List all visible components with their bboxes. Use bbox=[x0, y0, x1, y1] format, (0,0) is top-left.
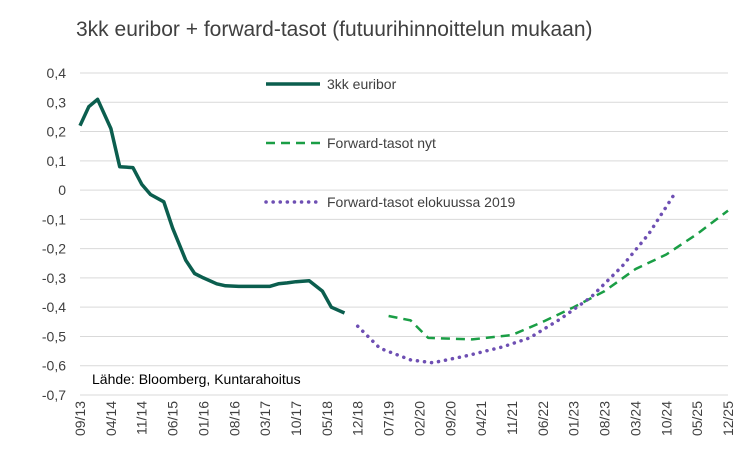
series-line-forward-now bbox=[388, 209, 729, 341]
x-tick-label: 10/17 bbox=[288, 401, 304, 436]
x-tick-label: 05/18 bbox=[319, 401, 335, 436]
x-tick-label: 09/13 bbox=[72, 401, 88, 436]
legend-label: Forward-tasot nyt bbox=[327, 135, 436, 151]
x-axis: 09/13 04/14 11/14 06/15 01/16 08/16 03/17 10/17… bbox=[72, 401, 736, 436]
x-tick-label: 09/20 bbox=[442, 401, 458, 436]
legend: 3kk euribor Forward-tasot nyt Forward-taso… bbox=[264, 76, 516, 210]
x-tick-label: 08/16 bbox=[226, 401, 242, 436]
x-tick-label: 02/20 bbox=[411, 401, 427, 436]
x-tick-label: 11/21 bbox=[504, 401, 520, 435]
x-tick-label: 12/18 bbox=[350, 401, 366, 436]
x-tick-label: 01/16 bbox=[195, 401, 211, 436]
x-tick-label: 05/25 bbox=[689, 401, 705, 436]
y-tick-label: 0,1 bbox=[47, 153, 67, 169]
source-label: Lähde: Bloomberg, Kuntarahoitus bbox=[92, 371, 301, 387]
series-line-forward-aug-2019 bbox=[355, 191, 677, 365]
legend-label: Forward-tasot elokuussa 2019 bbox=[327, 194, 516, 210]
gridlines bbox=[80, 72, 728, 396]
y-tick-label: -0,6 bbox=[42, 358, 66, 374]
x-tick-label: 07/19 bbox=[381, 401, 397, 436]
x-tick-label: 11/14 bbox=[134, 401, 150, 435]
x-tick-label: 04/14 bbox=[103, 401, 119, 436]
y-tick-label: 0,4 bbox=[47, 65, 67, 81]
y-tick-label: -0,3 bbox=[42, 270, 66, 286]
data-series bbox=[78, 97, 729, 365]
y-tick-label: -0,2 bbox=[42, 241, 66, 257]
y-tick-label: -0,4 bbox=[42, 299, 66, 315]
x-tick-label: 03/17 bbox=[257, 401, 273, 436]
x-tick-label: 12/25 bbox=[720, 401, 736, 436]
y-tick-label: -0,7 bbox=[42, 387, 66, 403]
x-tick-label: 10/24 bbox=[658, 401, 674, 436]
y-tick-label: -0,1 bbox=[42, 211, 66, 227]
series-line-euribor bbox=[78, 97, 346, 315]
x-tick-label: 04/21 bbox=[473, 401, 489, 436]
y-tick-label: 0,2 bbox=[47, 124, 67, 140]
y-axis: 0,4 0,3 0,2 0,1 0 -0,1 -0,2 -0,3 -0,4 -0,5 -0,6 -0,… bbox=[42, 65, 66, 403]
chart-title: 3kk euribor + forward-tasot (futuurihinn… bbox=[76, 18, 593, 41]
y-tick-label: -0,5 bbox=[42, 328, 66, 344]
y-tick-label: 0,3 bbox=[47, 94, 67, 110]
x-tick-label: 08/23 bbox=[597, 401, 613, 436]
x-tick-label: 03/24 bbox=[627, 401, 643, 436]
x-tick-label: 06/22 bbox=[535, 401, 551, 436]
y-tick-label: 0 bbox=[58, 182, 66, 198]
x-tick-label: 06/15 bbox=[165, 401, 181, 436]
x-tick-label: 01/23 bbox=[566, 401, 582, 436]
legend-label: 3kk euribor bbox=[327, 76, 397, 92]
